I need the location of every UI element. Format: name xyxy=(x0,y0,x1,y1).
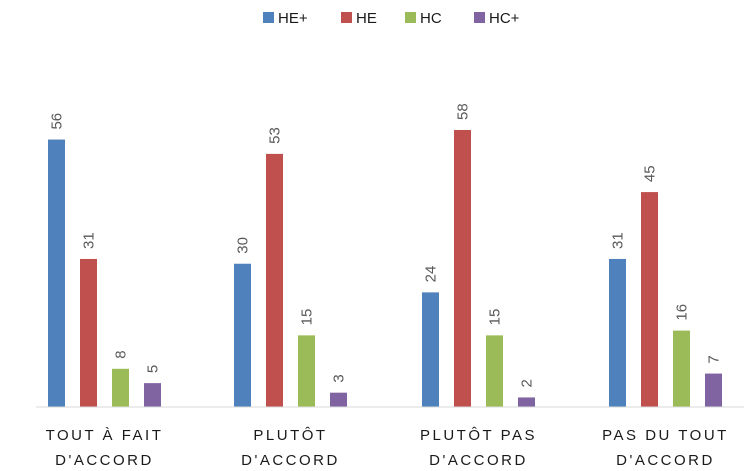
bar-hc-3 xyxy=(673,330,690,407)
category-label-line: D'ACCORD xyxy=(429,452,528,469)
bar-heplus-3 xyxy=(609,258,626,407)
data-label: 58 xyxy=(455,103,472,120)
legend-swatch xyxy=(263,12,274,23)
bar-hcplus-3 xyxy=(705,373,722,407)
bar-hc-1 xyxy=(298,335,315,407)
data-label: 31 xyxy=(81,232,98,249)
data-label: 16 xyxy=(674,304,691,321)
data-label: 24 xyxy=(423,266,440,283)
category-label-line: PLUTÔT xyxy=(253,427,327,444)
data-label: 53 xyxy=(267,127,284,144)
bar-he-3 xyxy=(641,192,658,407)
bar-he-2 xyxy=(454,130,471,407)
legend: HE+ HE HC HC+ xyxy=(263,10,520,27)
category-label-line: PLUTÔT PAS xyxy=(420,427,537,444)
bar-hc-2 xyxy=(486,335,503,407)
legend-swatch xyxy=(341,12,352,23)
bar-heplus-1 xyxy=(234,263,251,407)
data-label: 15 xyxy=(487,309,504,326)
bar-hcplus-2 xyxy=(518,397,535,407)
legend-label: HE xyxy=(356,10,377,27)
category-label: PAS DU TOUT D'ACCORD xyxy=(602,427,729,469)
legend-swatch xyxy=(474,12,485,23)
bars xyxy=(48,130,722,407)
bar-he-0 xyxy=(80,258,97,407)
category-label: PLUTÔT PAS D'ACCORD xyxy=(420,427,537,469)
data-label: 7 xyxy=(706,355,723,363)
data-label: 2 xyxy=(519,379,536,387)
category-label-line: PAS DU TOUT xyxy=(602,427,729,444)
category-label-line: TOUT À FAIT xyxy=(46,427,164,444)
data-label: 30 xyxy=(235,237,252,254)
bar-hc-0 xyxy=(112,368,129,407)
category-label-line: D'ACCORD xyxy=(616,452,715,469)
category-label: PLUTÔT D'ACCORD xyxy=(241,427,340,469)
category-label-line: D'ACCORD xyxy=(241,452,340,469)
data-label: 15 xyxy=(299,309,316,326)
bar-hcplus-0 xyxy=(144,383,161,407)
data-label: 3 xyxy=(331,374,348,382)
data-label: 8 xyxy=(113,350,130,358)
category-label: TOUT À FAIT D'ACCORD xyxy=(46,427,164,469)
bar-heplus-0 xyxy=(48,139,65,407)
category-label-line: D'ACCORD xyxy=(55,452,154,469)
legend-label: HC+ xyxy=(489,10,520,27)
legend-label: HC xyxy=(420,10,442,27)
bar-heplus-2 xyxy=(422,292,439,407)
data-label: 31 xyxy=(610,232,627,249)
bar-he-1 xyxy=(266,153,283,407)
data-label: 45 xyxy=(642,165,659,182)
legend-label: HE+ xyxy=(278,10,308,27)
data-label: 56 xyxy=(49,113,66,130)
legend-swatch xyxy=(405,12,416,23)
data-label: 5 xyxy=(145,365,162,373)
bar-hcplus-1 xyxy=(330,392,347,407)
